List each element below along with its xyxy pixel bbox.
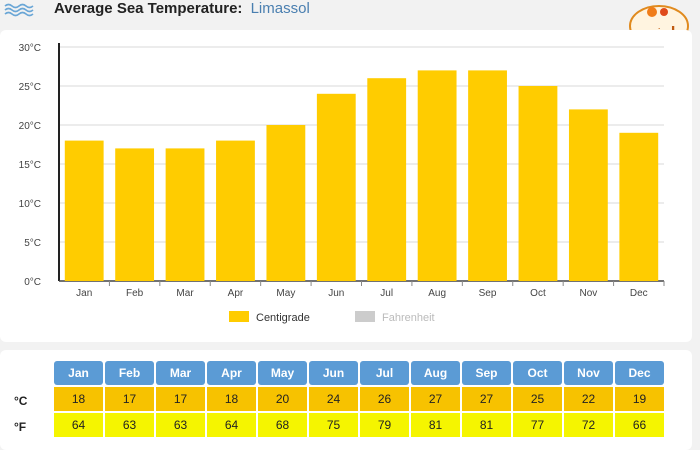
celsius-cell: 25 (513, 387, 562, 411)
y-tick-label: 25°C (19, 82, 41, 93)
month-header-cell: Feb (105, 361, 154, 385)
celsius-cell: 18 (207, 387, 256, 411)
fahrenheit-cell: 64 (54, 413, 103, 437)
celsius-cell: 17 (156, 387, 205, 411)
bar (216, 140, 255, 281)
fahrenheit-cell: 68 (258, 413, 307, 437)
month-header-cell: Jul (360, 361, 409, 385)
temperature-table: Jan Feb Mar Apr May Jun Jul Aug Sep Oct Nov Dec 18 1… (52, 359, 666, 439)
bar (165, 148, 205, 281)
bar (568, 109, 608, 282)
month-header-cell: Jan (54, 361, 103, 385)
month-header-cell: Mar (156, 361, 205, 385)
sea-temperature-chart: 0°C 5°C 10°C 15°C 20°C 25°C 30°C Jan Feb Mar Apr Ma… (19, 43, 665, 324)
bar (367, 78, 407, 281)
legend-swatch-fahrenheit (355, 311, 375, 322)
x-tick-label: Oct (530, 288, 546, 299)
y-tick-label: 30°C (19, 43, 41, 54)
bar (64, 140, 104, 281)
celsius-row-label: °C (14, 394, 28, 408)
x-tick-label: Mar (176, 288, 194, 299)
fahrenheit-row-label: °F (14, 420, 27, 434)
location-link[interactable]: Limassol (250, 0, 310, 17)
y-tick-label: 20°C (19, 121, 41, 132)
month-header-cell: Oct (513, 361, 562, 385)
bar (518, 86, 558, 281)
legend-label-fahrenheit: Fahrenheit (382, 312, 435, 324)
month-header-cell: Sep (462, 361, 511, 385)
fahrenheit-cell: 66 (615, 413, 664, 437)
fahrenheit-cell: 63 (105, 413, 154, 437)
table-row-fahrenheit: 64 63 63 64 68 75 79 81 81 77 72 66 (54, 413, 664, 437)
x-tick-label: Apr (228, 288, 244, 299)
chart-panel: 0°C 5°C 10°C 15°C 20°C 25°C 30°C Jan Feb Mar Apr Ma… (0, 30, 692, 342)
x-tick-label: Aug (428, 288, 446, 299)
fahrenheit-cell: 63 (156, 413, 205, 437)
fahrenheit-cell: 64 (207, 413, 256, 437)
bar (316, 93, 356, 281)
month-header-cell: Dec (615, 361, 664, 385)
celsius-cell: 18 (54, 387, 103, 411)
table-header-row: Jan Feb Mar Apr May Jun Jul Aug Sep Oct Nov Dec (54, 361, 664, 385)
wave-icon (4, 3, 34, 17)
celsius-cell: 19 (615, 387, 664, 411)
bar (468, 70, 507, 282)
x-tick-label: Jun (328, 288, 344, 299)
table-row-celsius: 18 17 17 18 20 24 26 27 27 25 22 19 (54, 387, 664, 411)
fahrenheit-cell: 77 (513, 413, 562, 437)
fahrenheit-cell: 72 (564, 413, 613, 437)
month-header-cell: Nov (564, 361, 613, 385)
x-tick-label: Feb (126, 288, 144, 299)
bar (417, 70, 457, 282)
fahrenheit-cell: 81 (462, 413, 511, 437)
y-tick-label: 0°C (24, 277, 41, 288)
fahrenheit-cell: 75 (309, 413, 358, 437)
bar (619, 132, 659, 281)
celsius-cell: 20 (258, 387, 307, 411)
celsius-cell: 27 (462, 387, 511, 411)
fahrenheit-cell: 79 (360, 413, 409, 437)
bar (115, 148, 155, 281)
page-title: Average Sea Temperature: Limassol (54, 0, 310, 17)
celsius-cell: 27 (411, 387, 460, 411)
legend-swatch-centigrade (229, 311, 249, 322)
y-tick-label: 5°C (24, 238, 41, 249)
x-tick-label: Jul (380, 288, 393, 299)
title-text: Average Sea Temperature: (54, 0, 243, 17)
header: Average Sea Temperature: Limassol (0, 0, 700, 24)
celsius-cell: 17 (105, 387, 154, 411)
celsius-cell: 24 (309, 387, 358, 411)
x-tick-label: Sep (479, 288, 497, 299)
x-tick-label: May (276, 288, 295, 299)
celsius-cell: 22 (564, 387, 613, 411)
x-tick-label: Nov (579, 288, 597, 299)
month-header-cell: Aug (411, 361, 460, 385)
x-tick-label: Jan (76, 288, 92, 299)
x-tick-label: Dec (630, 288, 648, 299)
y-tick-label: 10°C (19, 199, 41, 210)
month-header-cell: May (258, 361, 307, 385)
fahrenheit-cell: 81 (411, 413, 460, 437)
month-header-cell: Apr (207, 361, 256, 385)
celsius-cell: 26 (360, 387, 409, 411)
bar (266, 125, 306, 281)
temperature-table-panel: °C °F Jan Feb Mar Apr May Jun Jul Aug Sep Oct Nov D… (0, 350, 692, 450)
month-header-cell: Jun (309, 361, 358, 385)
y-tick-label: 15°C (19, 160, 41, 171)
legend-label-centigrade: Centigrade (256, 312, 310, 324)
